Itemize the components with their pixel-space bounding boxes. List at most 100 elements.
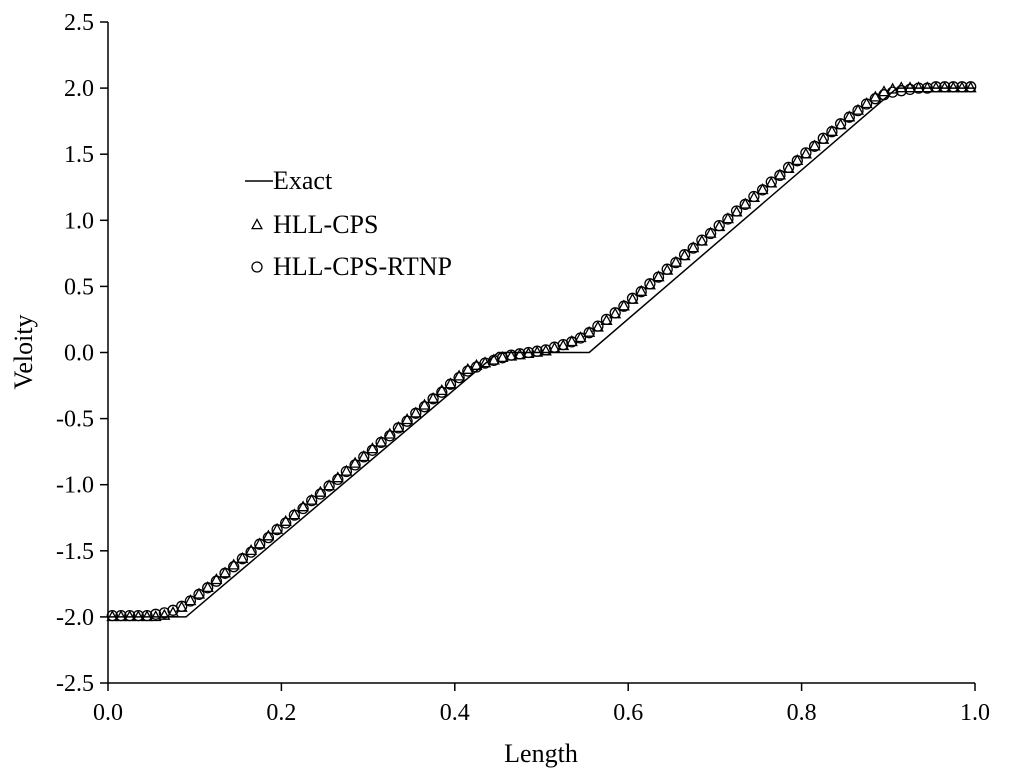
triangle-point (392, 421, 405, 433)
circle-point (817, 132, 829, 144)
legend-item: HLL-CPS-RTNP (251, 252, 452, 281)
triangle-point (912, 81, 925, 93)
triangle-point (921, 81, 934, 93)
circle-point (843, 111, 855, 123)
triangle-point (453, 369, 466, 381)
triangle-point (825, 124, 838, 136)
x-tick-label: 0.0 (93, 700, 123, 726)
circle-point (262, 531, 275, 544)
circle-point (132, 609, 144, 622)
x-tick-label: 1.0 (960, 700, 990, 726)
circle-point (366, 444, 379, 456)
legend: Exact HLL-CPS HLL-CPS-RTNP (245, 166, 452, 281)
circle-point (314, 488, 327, 500)
legend-label: Exact (273, 166, 333, 195)
triangle-point (669, 255, 682, 267)
circle-point (427, 393, 439, 405)
circle-point (375, 436, 387, 449)
triangle-point (383, 427, 396, 439)
circle-point (410, 407, 422, 419)
circle-point (271, 523, 283, 536)
y-tick-label: -0.5 (56, 407, 94, 433)
triangle-point (366, 442, 379, 454)
circle-point (782, 161, 795, 174)
circle-point (722, 213, 734, 225)
triangle-point (210, 573, 223, 585)
triangle-point (860, 97, 873, 109)
circle-point (696, 234, 708, 246)
circle-point (808, 140, 821, 152)
circle-point (670, 256, 682, 269)
triangle-point (245, 543, 258, 556)
circle-point (505, 349, 517, 361)
circle-point (340, 465, 353, 478)
triangle-point (296, 500, 310, 512)
circle-point (444, 378, 457, 390)
triangle-point (739, 197, 752, 209)
circle-point (384, 430, 396, 442)
circle-point (791, 155, 803, 167)
triangle-point (435, 383, 448, 396)
circle-point (713, 219, 725, 232)
triangle-point (201, 580, 214, 593)
circle-point (453, 371, 465, 384)
legend-label: HLL-CPS (273, 210, 378, 239)
circle-point (228, 561, 240, 573)
series-hll-cps-rtnp (106, 81, 977, 622)
triangle-point (279, 514, 292, 526)
circle-point (826, 126, 838, 138)
triangle-point (253, 537, 266, 549)
circle-point (904, 83, 916, 96)
triangle-point (574, 331, 587, 343)
circle-point (765, 176, 777, 188)
circle-point (618, 300, 630, 312)
circle-point (860, 98, 873, 110)
triangle-point (262, 529, 275, 541)
axes: 2.5 2.0 1.5 1.0 0.5 0.0 -0.5 -1.0 -1.5 -2.0 -2.5 0.… (56, 10, 990, 726)
y-axis-title: Veloity (9, 314, 38, 389)
circle-point (124, 609, 136, 622)
circle-point (774, 169, 786, 182)
triangle-point (704, 226, 717, 238)
circle-point (176, 600, 188, 612)
circle-point (193, 588, 205, 601)
y-tick-label: 0.5 (64, 274, 94, 300)
triangle-point (721, 212, 734, 224)
triangle-point (349, 456, 362, 468)
triangle-point (869, 90, 882, 102)
circle-point (895, 85, 907, 97)
triangle-point (470, 358, 483, 370)
circle-point (939, 81, 951, 93)
triangle-point (418, 398, 431, 410)
circle-point (141, 609, 153, 622)
triangle-point (444, 377, 457, 389)
triangle-point (756, 183, 769, 195)
circle-point (600, 313, 613, 326)
circle-point (297, 502, 309, 515)
circle-point (115, 609, 127, 622)
circle-point (392, 422, 405, 434)
circle-point (332, 473, 344, 486)
triangle-point (773, 168, 787, 180)
triangle-point (314, 485, 327, 497)
legend-item: Exact (245, 166, 333, 195)
circle-point (921, 82, 933, 94)
triangle-point (149, 610, 162, 622)
circle-point (687, 242, 699, 254)
triangle-point (331, 471, 344, 483)
triangle-point (357, 450, 370, 462)
circle-point (531, 345, 543, 357)
series-layer (106, 81, 977, 622)
circle-point (748, 190, 760, 203)
circle-point (349, 459, 361, 471)
triangle-point (340, 464, 353, 476)
x-tick-label: 0.2 (266, 700, 296, 726)
circle-point (947, 81, 959, 93)
circle-point (219, 567, 231, 579)
triangle-point (375, 435, 388, 447)
legend-circle-symbol (251, 261, 263, 273)
circle-point (288, 509, 301, 521)
triangle-point (843, 110, 856, 122)
x-tick-label: 0.6 (613, 700, 643, 726)
